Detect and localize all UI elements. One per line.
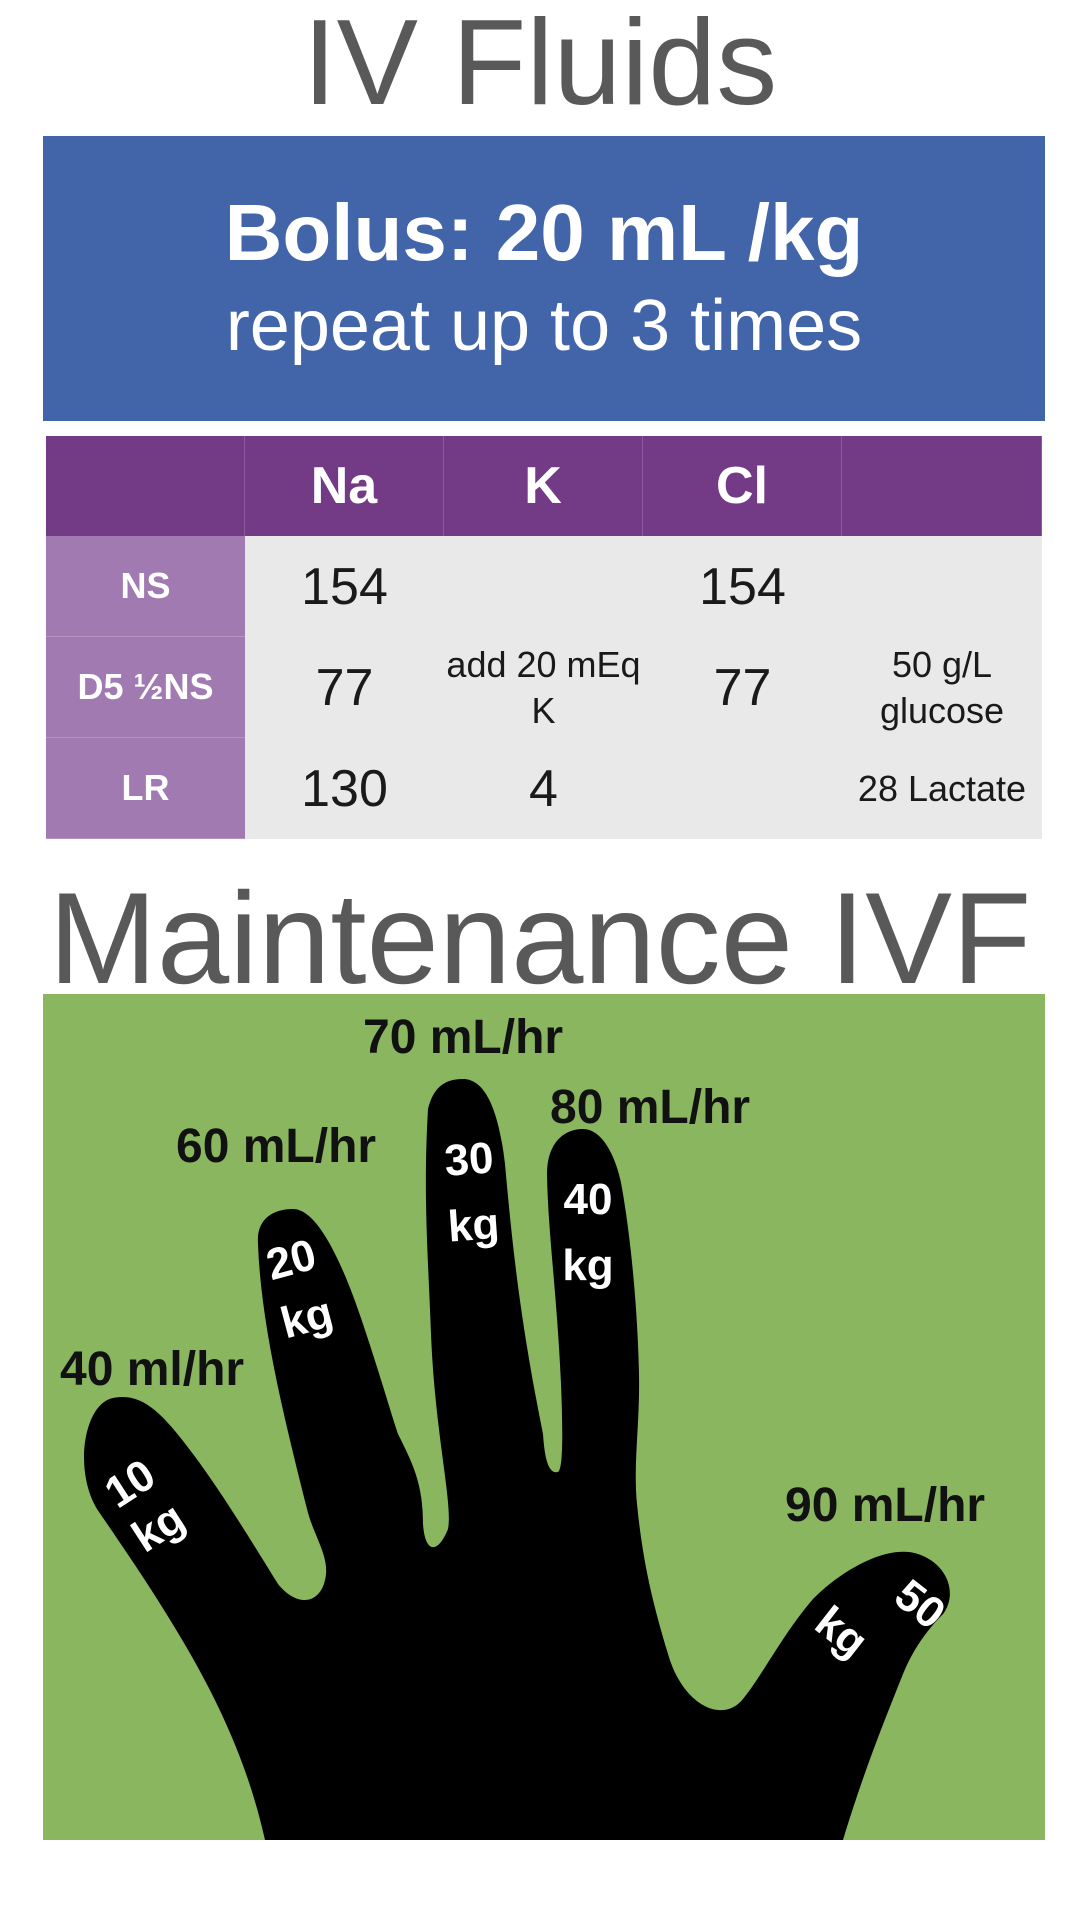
table-cell-d5-other: 50 g/L glucose xyxy=(842,637,1042,738)
table-cell-ns-cl: 154 xyxy=(643,536,842,637)
table-cell-lr-k: 4 xyxy=(444,738,643,839)
row-label-lr: LR xyxy=(46,738,245,839)
table-header-blank xyxy=(46,436,245,536)
table-cell-ns-other xyxy=(842,536,1042,637)
fluid-composition-table: Na K Cl NS 154 154 D5 ½NS 77 add 20 mEq … xyxy=(46,436,1042,839)
table-header-k: K xyxy=(444,436,643,536)
table-cell-d5-k: add 20 mEq K xyxy=(444,637,643,738)
rate-label-10kg: 40 ml/hr xyxy=(60,1343,245,1396)
table-cell-lr-na: 130 xyxy=(245,738,444,839)
finger-weight-unit-30: kg xyxy=(446,1199,501,1251)
table-cell-d5-cl: 77 xyxy=(643,637,842,738)
finger-label-30kg: 30 kg xyxy=(443,1133,501,1251)
maintenance-hand-panel: 10 kg 20 kg 30 kg 40 kg 50 kg 40 ml/hr 6… xyxy=(43,994,1045,1840)
hand-silhouette xyxy=(84,1079,950,1840)
bolus-dose: Bolus: 20 mL /kg xyxy=(224,188,864,277)
rate-label-20kg: 60 mL/hr xyxy=(176,1120,377,1173)
rate-label-40kg: 80 mL/hr xyxy=(550,1081,751,1134)
bolus-repeat-note: repeat up to 3 times xyxy=(225,286,863,366)
page-title: IV Fluids xyxy=(302,0,778,130)
table-header-other xyxy=(842,436,1042,536)
table-header-cl: Cl xyxy=(643,436,842,536)
table-cell-lr-cl xyxy=(643,738,842,839)
hand-icon: 10 kg 20 kg 30 kg 40 kg 50 kg xyxy=(84,1079,954,1840)
maintenance-title: Maintenance IVF xyxy=(48,865,1032,1011)
finger-weight-num-40: 40 xyxy=(564,1175,613,1224)
bolus-banner: Bolus: 20 mL /kg repeat up to 3 times xyxy=(43,136,1045,421)
finger-weight-unit-40: kg xyxy=(562,1241,613,1290)
table-cell-ns-k xyxy=(444,536,643,637)
table-cell-lr-other: 28 Lactate xyxy=(842,738,1042,839)
finger-weight-num-30: 30 xyxy=(443,1133,495,1185)
table-cell-ns-na: 154 xyxy=(245,536,444,637)
table-cell-d5-na: 77 xyxy=(245,637,444,738)
rate-label-50kg: 90 mL/hr xyxy=(785,1479,986,1532)
finger-label-40kg: 40 kg xyxy=(562,1175,613,1290)
table-header-na: Na xyxy=(245,436,444,536)
row-label-d5-half-ns: D5 ½NS xyxy=(46,637,245,738)
rate-label-30kg: 70 mL/hr xyxy=(363,1011,564,1064)
row-label-ns: NS xyxy=(46,536,245,637)
